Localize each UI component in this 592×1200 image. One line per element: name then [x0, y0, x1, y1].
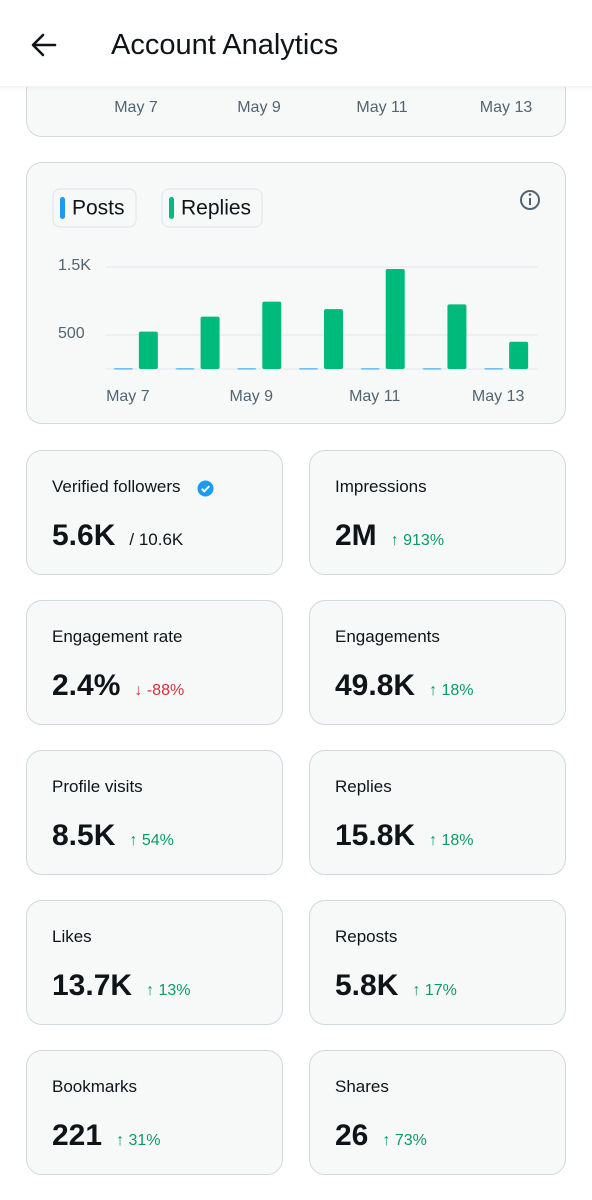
legend-label: Replies [181, 197, 251, 220]
stat-row: 49.8K ↑ 18% [335, 669, 474, 703]
legend-swatch [60, 197, 65, 219]
stat-value: 5.8K [335, 969, 399, 1002]
back-button[interactable] [29, 30, 59, 60]
bar [324, 309, 343, 369]
stat-value: 49.8K [335, 669, 416, 702]
stat-change: ↑ 18% [429, 832, 474, 849]
stat-change: ↑ 54% [129, 832, 174, 849]
stat-change: ↑ 18% [429, 682, 474, 699]
x-tick-label: May 7 [106, 388, 150, 405]
stat-value: 15.8K [335, 819, 416, 852]
bar [237, 368, 257, 370]
stat-card: Likes 13.7K ↑ 13% [26, 900, 283, 1025]
stat-total: / 10.6K [129, 530, 184, 549]
stat-row: 15.8K ↑ 18% [335, 819, 474, 853]
bar [175, 368, 195, 370]
bar [422, 368, 442, 370]
stat-row: 13.7K ↑ 13% [52, 969, 191, 1003]
stat-value: 2.4% [52, 669, 121, 702]
bar [113, 368, 133, 370]
stat-change: ↑ 17% [412, 982, 457, 999]
stat-label: Verified followers [52, 477, 181, 496]
legend-label: Posts [72, 197, 125, 220]
stat-value: 221 [52, 1119, 103, 1152]
x-label: May 13 [479, 99, 533, 116]
stat-card: Shares 26 ↑ 73% [309, 1050, 566, 1175]
stat-card: Reposts 5.8K ↑ 17% [309, 900, 566, 1025]
stat-change: ↑ 913% [390, 532, 445, 549]
verified-badge [197, 480, 214, 497]
bar [360, 368, 380, 370]
bar [299, 368, 318, 370]
y-tick-label: 1.5K [58, 257, 91, 274]
stat-label: Reposts [335, 927, 398, 946]
stat-row: 221 ↑ 31% [52, 1119, 161, 1153]
x-tick-label: May 11 [349, 388, 400, 405]
x-label: May 9 [237, 99, 281, 116]
bar [484, 368, 504, 370]
stat-row: 5.8K ↑ 17% [335, 969, 457, 1003]
bar [509, 341, 529, 369]
stat-value: 26 [335, 1119, 369, 1152]
stat-card: Verified followers 5.6K / 10.6K [26, 450, 283, 575]
info-icon[interactable] [520, 190, 540, 210]
stat-row: 2M ↑ 913% [335, 519, 444, 553]
x-tick-label: May 9 [229, 388, 273, 405]
stat-label: Bookmarks [52, 1077, 138, 1096]
stat-value: 5.6K [52, 519, 116, 552]
stat-label: Engagements [335, 627, 440, 646]
page-title: Account Analytics [111, 29, 339, 61]
stat-card: Replies 15.8K ↑ 18% [309, 750, 566, 875]
stat-change: ↓ -88% [134, 682, 185, 699]
y-tick-label: 500 [58, 325, 85, 342]
stat-card: Engagement rate 2.4% ↓ -88% [26, 600, 283, 725]
stat-value: 8.5K [52, 819, 116, 852]
chart: Posts Replies 1.5K 500 May 7 May 9 May 11 May 1… [52, 188, 540, 405]
stat-label: Profile visits [52, 777, 143, 796]
stat-label: Replies [335, 777, 392, 796]
stat-row: 2.4% ↓ -88% [52, 669, 184, 703]
stat-row: 5.6K / 10.6K [52, 519, 183, 553]
legend-chip [161, 188, 263, 228]
activity-chart-card: Posts Replies 1.5K 500 May 7 May 9 May 11 May 1… [26, 162, 566, 424]
stat-change: ↑ 31% [116, 1132, 161, 1149]
stat-label: Shares [335, 1077, 389, 1096]
x-label: May 11 [356, 99, 408, 116]
stat-value: 13.7K [52, 969, 133, 1002]
legend-chip [52, 188, 137, 228]
stat-value: 2M [335, 519, 377, 552]
stat-label: Engagement rate [52, 627, 183, 646]
header: Account Analytics [0, 0, 592, 87]
x-label: May 7 [114, 99, 158, 116]
stat-card: Impressions 2M ↑ 913% [309, 450, 566, 575]
bar [385, 269, 405, 369]
bar [138, 331, 158, 369]
stat-label: Likes [52, 927, 92, 946]
stat-change: ↑ 73% [382, 1132, 427, 1149]
bar [262, 301, 282, 369]
stat-row: 26 ↑ 73% [335, 1119, 427, 1153]
legend-item: Replies [161, 188, 263, 228]
stat-label: Impressions [335, 477, 427, 496]
stat-change: ↑ 13% [146, 982, 191, 999]
stat-card: Profile visits 8.5K ↑ 54% [26, 750, 283, 875]
x-tick-label: May 13 [472, 388, 525, 405]
bar [200, 316, 220, 369]
legend-swatch [169, 197, 174, 219]
stat-row: 8.5K ↑ 54% [52, 819, 174, 853]
bar [447, 304, 467, 369]
legend-item: Posts [52, 188, 137, 228]
stat-card: Bookmarks 221 ↑ 31% [26, 1050, 283, 1175]
stat-card: Engagements 49.8K ↑ 18% [309, 600, 566, 725]
